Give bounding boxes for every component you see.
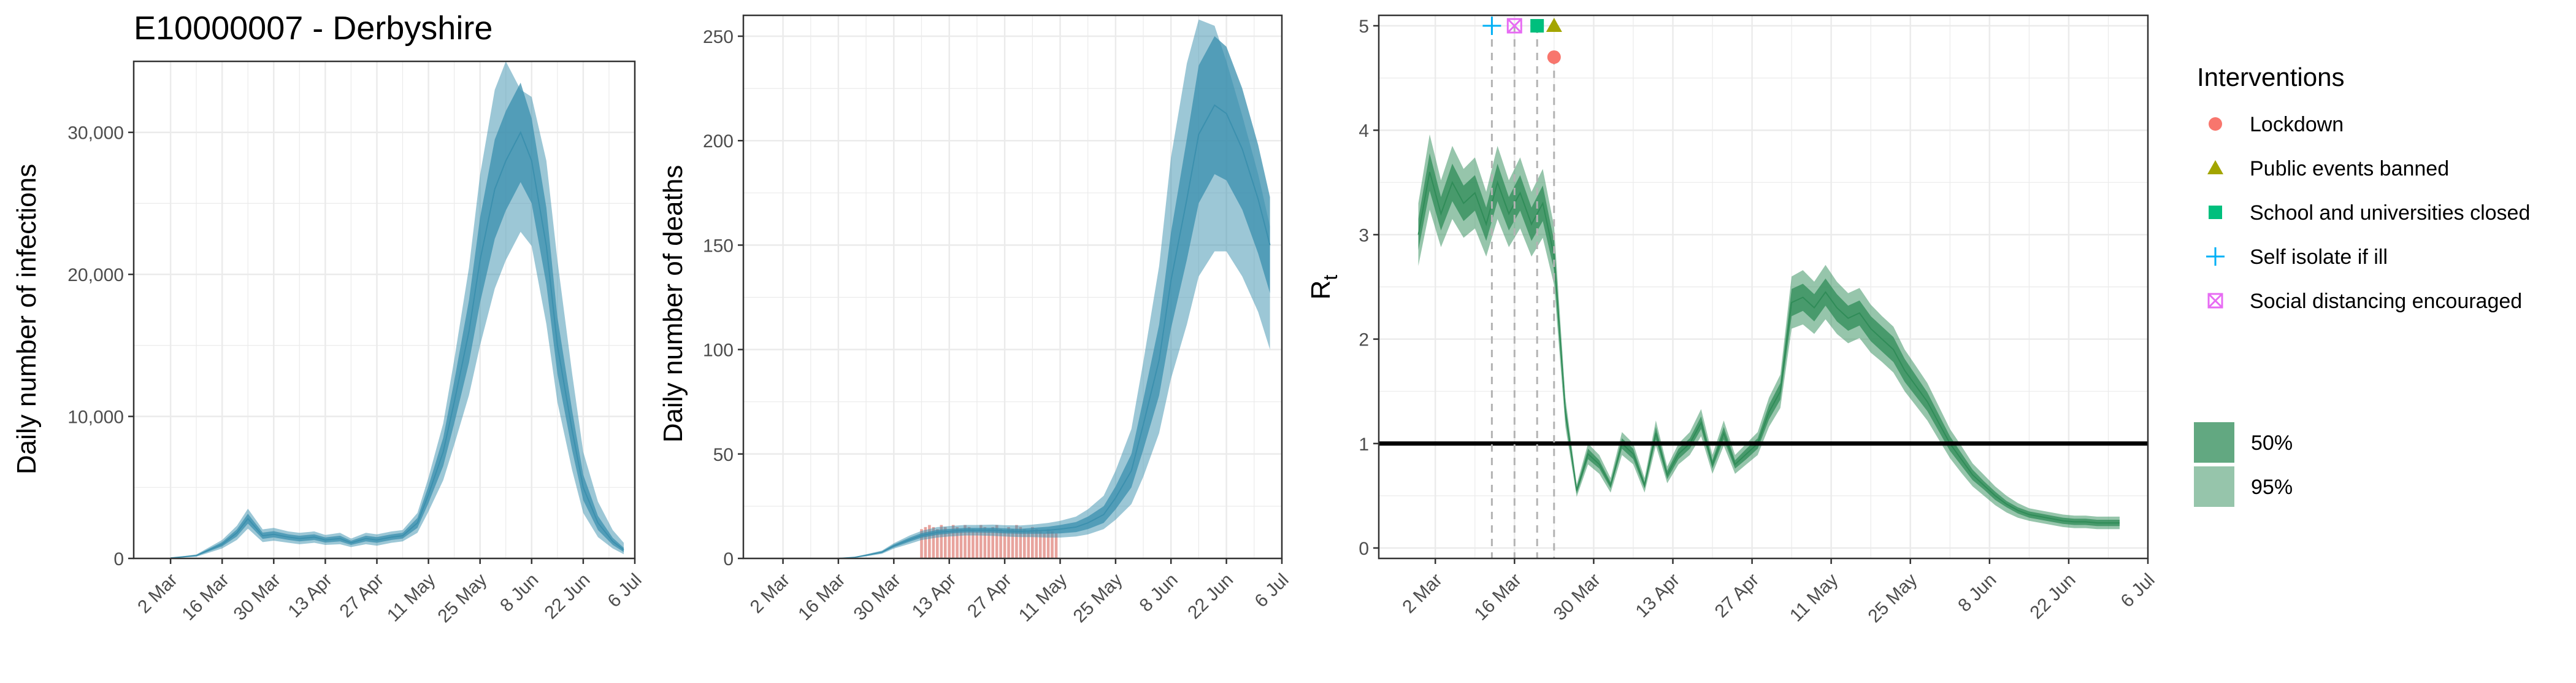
series-median-line	[1417, 172, 2120, 524]
series-median-line	[171, 131, 624, 559]
reported-deaths-bar	[943, 527, 947, 558]
panel-border	[1378, 14, 2149, 560]
deaths-y-axis-label: Daily number of deaths	[658, 165, 688, 442]
legend-band-swatch	[2194, 466, 2234, 507]
legend-band-label: 95%	[2251, 476, 2293, 499]
reported-deaths-bar	[1051, 531, 1054, 559]
reported-deaths-bar	[932, 527, 935, 558]
reported-deaths-bar	[1027, 531, 1030, 559]
y-tick-label: 5	[1359, 17, 1369, 37]
legend: Interventions Lockdown Public events bann…	[2194, 63, 2530, 507]
intervention-marker-d2	[1507, 18, 1522, 34]
rt-y-axis-label-subscript: t	[1319, 275, 1341, 280]
legend-key-plus	[2206, 247, 2225, 266]
legend-label: Lockdown	[2250, 113, 2344, 136]
reported-deaths-bar	[975, 531, 979, 559]
legend-key-boxcross-d2	[2207, 293, 2223, 309]
reported-deaths-bar	[1003, 531, 1006, 559]
intervention-marker-box	[1506, 18, 1522, 34]
panel-border	[132, 60, 636, 560]
y-tick-label: 250	[703, 27, 734, 47]
legend-title: Interventions	[2197, 63, 2344, 91]
reported-deaths-bar	[948, 531, 951, 559]
y-tick-label: 20,000	[67, 265, 124, 285]
reported-deaths-bar	[936, 529, 939, 558]
reported-deaths-bar	[991, 527, 994, 558]
reported-deaths-bar	[972, 529, 975, 558]
y-tick-label: 10,000	[67, 407, 124, 428]
reported-deaths-bar	[920, 529, 923, 558]
y-tick-label: 200	[703, 131, 734, 152]
series-band-50	[171, 82, 624, 558]
legend-label: Social distancing encouraged	[2250, 290, 2522, 313]
reported-deaths-bar	[1035, 529, 1038, 558]
reported-deaths-bar	[979, 525, 983, 558]
reported-deaths-bar	[1031, 527, 1034, 558]
reported-deaths-bar	[995, 525, 999, 558]
chart-title: E10000007 - Derbyshire	[134, 10, 493, 47]
reported-deaths-bar	[959, 529, 963, 558]
intervention-marker	[1530, 19, 1544, 33]
legend-key-square	[2209, 206, 2222, 219]
legend-label: School and universities closed	[2250, 201, 2530, 225]
y-tick-label: 3	[1359, 225, 1369, 245]
rt-y-axis-label: Rt	[1306, 275, 1341, 300]
y-tick-label: 150	[703, 236, 734, 256]
series-band-50	[783, 36, 1270, 558]
y-tick-label: 100	[703, 341, 734, 361]
reported-deaths-bar	[1015, 525, 1018, 558]
y-tick-label: 2	[1359, 330, 1369, 350]
panel-border	[742, 14, 1283, 560]
reported-deaths-bar	[956, 527, 959, 558]
y-tick-label: 4	[1359, 121, 1369, 141]
y-tick-label: 1	[1359, 434, 1369, 455]
reported-deaths-bar	[987, 529, 991, 558]
infections-y-axis-label: Daily number of infections	[12, 164, 42, 474]
reported-deaths-bar	[983, 527, 987, 558]
legend-key-circle	[2209, 117, 2222, 131]
reported-deaths-bar	[1038, 531, 1042, 559]
reported-deaths-bar	[1019, 527, 1022, 558]
series-median-line	[783, 104, 1271, 559]
y-tick-label: 0	[1359, 539, 1369, 559]
legend-band-swatch	[2194, 422, 2234, 463]
reported-deaths-bar	[1054, 533, 1058, 558]
legend-key-triangle	[2207, 160, 2223, 174]
legend-band-label: 50%	[2251, 431, 2293, 455]
reported-deaths-bar	[928, 525, 931, 558]
reported-deaths-bar	[967, 527, 971, 558]
y-tick-label: 30,000	[67, 123, 124, 144]
intervention-marker	[1546, 18, 1562, 33]
reported-deaths-bar	[924, 527, 927, 558]
y-tick-label: 0	[113, 549, 124, 569]
rt-y-axis-label-main: R	[1306, 280, 1336, 300]
reported-deaths-bar	[1043, 533, 1046, 558]
intervention-marker	[1482, 17, 1501, 36]
reported-deaths-bar	[1023, 529, 1026, 558]
intervention-marker	[1506, 18, 1522, 34]
legend-label: Public events banned	[2250, 157, 2449, 180]
reported-deaths-bar	[940, 525, 943, 558]
y-tick-label: 0	[723, 549, 734, 569]
y-tick-label: 50	[713, 445, 734, 465]
reported-deaths-bar	[1046, 529, 1050, 558]
reported-deaths-bar	[1007, 527, 1010, 558]
legend-label: Self isolate if ill	[2250, 245, 2388, 269]
reported-deaths-bar	[964, 525, 967, 558]
reported-deaths-bar	[951, 525, 955, 558]
reported-deaths-bar	[1011, 529, 1014, 558]
legend-key-boxcross	[2207, 293, 2223, 309]
reported-deaths-bar	[999, 529, 1002, 558]
legend-key-boxcross-box	[2207, 293, 2223, 309]
intervention-marker	[1547, 50, 1561, 64]
